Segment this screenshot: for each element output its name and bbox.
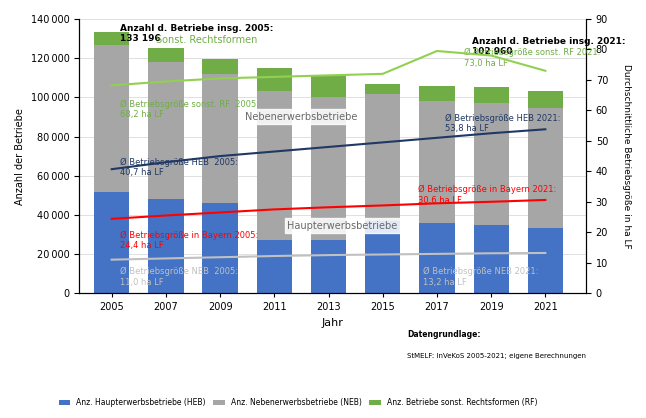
Bar <box>365 221 401 293</box>
Text: Nebenerwerbsbetriebe: Nebenerwerbsbetriebe <box>245 112 358 122</box>
Bar <box>365 84 401 94</box>
Legend: Anz. Haupterwerbsbetriebe (HEB), Anz. Nebenerwerbsbetriebe (NEB), Anz. Betriebe : Anz. Haupterwerbsbetriebe (HEB), Anz. Ne… <box>56 395 541 410</box>
Bar <box>528 108 563 227</box>
Bar <box>149 62 183 199</box>
Bar <box>528 92 563 108</box>
Bar <box>474 103 509 224</box>
Bar <box>474 224 509 293</box>
Text: Anzahl d. Betriebe insg. 2021:
102 960: Anzahl d. Betriebe insg. 2021: 102 960 <box>472 37 626 56</box>
Text: Ø Betriebsgröße NEB 2021:
13,2 ha LF: Ø Betriebsgröße NEB 2021: 13,2 ha LF <box>423 267 539 287</box>
Text: Ø Betriebsgröße NEB  2005:
11,0 ha LF: Ø Betriebsgröße NEB 2005: 11,0 ha LF <box>120 267 238 287</box>
Bar <box>311 97 346 240</box>
Y-axis label: Durchschnittliche Betriebsgröße in ha LF: Durchschnittliche Betriebsgröße in ha LF <box>622 64 631 248</box>
Bar <box>256 240 292 293</box>
Text: Ø Betriebsgröße sonst. RF  2005:
68,2 ha LF: Ø Betriebsgröße sonst. RF 2005: 68,2 ha … <box>120 100 259 119</box>
Bar <box>202 74 238 203</box>
Text: Ø Betriebsgröße in Bayern 2021:
30,6 ha LF: Ø Betriebsgröße in Bayern 2021: 30,6 ha … <box>418 185 556 204</box>
Text: Ø Betriebsgröße sonst. RF 2021:
73,0 ha LF: Ø Betriebsgröße sonst. RF 2021: 73,0 ha … <box>464 48 600 68</box>
X-axis label: Jahr: Jahr <box>322 318 344 328</box>
Bar <box>419 223 455 293</box>
Bar <box>149 48 183 62</box>
Bar <box>419 101 455 223</box>
Bar <box>528 227 563 293</box>
Bar <box>202 59 238 74</box>
Bar <box>474 87 509 103</box>
Text: Ø Betriebsgröße HEB 2021:
53,8 ha LF: Ø Betriebsgröße HEB 2021: 53,8 ha LF <box>445 113 561 133</box>
Bar <box>94 192 129 293</box>
Y-axis label: Anzahl der Betriebe: Anzahl der Betriebe <box>15 108 25 204</box>
Text: Ø Betriebsgröße HEB  2005:
40,7 ha LF: Ø Betriebsgröße HEB 2005: 40,7 ha LF <box>120 158 238 177</box>
Bar <box>94 32 129 46</box>
Text: Anzahl d. Betriebe insg. 2005:
133 196: Anzahl d. Betriebe insg. 2005: 133 196 <box>120 24 273 43</box>
Bar <box>202 203 238 293</box>
Text: Sonst. Rechtsformen: Sonst. Rechtsformen <box>156 36 257 46</box>
Bar <box>311 75 346 97</box>
Text: Datengrundlage:: Datengrundlage: <box>407 329 481 339</box>
Bar <box>311 240 346 293</box>
Bar <box>149 199 183 293</box>
Bar <box>94 46 129 192</box>
Bar <box>256 92 292 240</box>
Text: StMELF: InVeKoS 2005-2021; eigene Berechnungen: StMELF: InVeKoS 2005-2021; eigene Berech… <box>407 354 586 359</box>
Bar <box>365 94 401 221</box>
Text: Ø Betriebsgröße in Bayern 2005:
24,4 ha LF: Ø Betriebsgröße in Bayern 2005: 24,4 ha … <box>120 231 258 250</box>
Text: Haupterwerbsbetriebe: Haupterwerbsbetriebe <box>287 221 397 231</box>
Bar <box>256 68 292 92</box>
Bar <box>419 86 455 101</box>
